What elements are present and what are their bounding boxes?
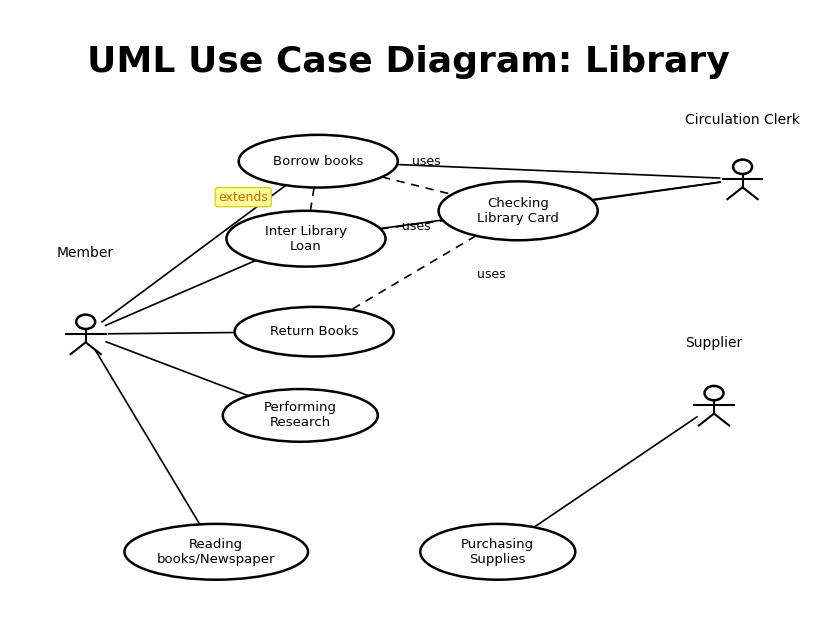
Ellipse shape bbox=[238, 135, 398, 187]
Text: Reading
books/Newspaper: Reading books/Newspaper bbox=[157, 538, 276, 566]
Text: uses: uses bbox=[411, 155, 441, 167]
Ellipse shape bbox=[226, 211, 385, 267]
Ellipse shape bbox=[235, 307, 394, 356]
Ellipse shape bbox=[420, 524, 575, 580]
Ellipse shape bbox=[125, 524, 308, 580]
Text: Return Books: Return Books bbox=[270, 326, 358, 338]
Text: Borrow books: Borrow books bbox=[273, 155, 363, 167]
Text: extends: extends bbox=[218, 191, 268, 203]
Text: Circulation Clerk: Circulation Clerk bbox=[685, 113, 800, 127]
Text: Checking
Library Card: Checking Library Card bbox=[477, 197, 559, 225]
Text: uses: uses bbox=[401, 220, 431, 232]
Text: uses: uses bbox=[477, 268, 506, 280]
Text: Supplier: Supplier bbox=[685, 336, 743, 350]
Text: Purchasing
Supplies: Purchasing Supplies bbox=[461, 538, 534, 566]
Text: UML Use Case Diagram: Library: UML Use Case Diagram: Library bbox=[86, 45, 730, 79]
Text: Performing
Research: Performing Research bbox=[264, 401, 337, 430]
Ellipse shape bbox=[223, 389, 378, 441]
Text: Member: Member bbox=[57, 246, 114, 260]
Ellipse shape bbox=[439, 181, 597, 240]
Text: Inter Library
Loan: Inter Library Loan bbox=[265, 224, 347, 253]
